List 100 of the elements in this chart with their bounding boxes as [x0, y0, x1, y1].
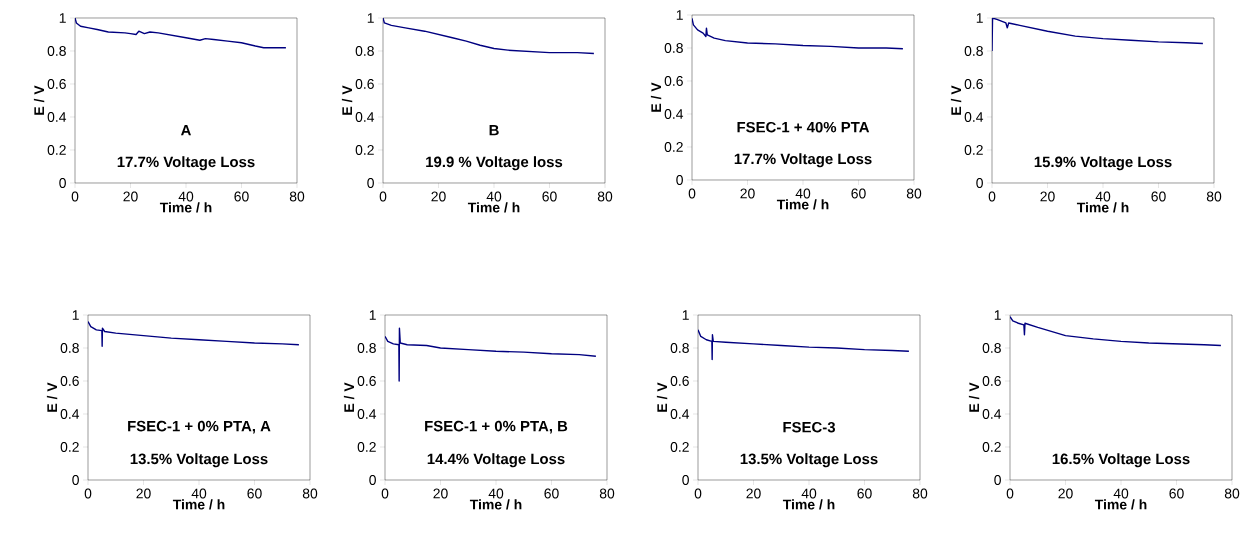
x-tick-label: 80: [599, 488, 615, 499]
y-tick-label: 0.4: [355, 112, 375, 122]
y-tick-label: 0: [59, 178, 66, 188]
y-axis-title: E / V: [656, 382, 668, 412]
y-tick-label: 1: [682, 310, 689, 320]
x-axis-title: Time / h: [159, 202, 212, 213]
y-axis-title: E / V: [650, 82, 662, 112]
y-tick-label: 0.8: [357, 343, 376, 353]
x-tick-label: 80: [289, 191, 305, 202]
y-tick-label: 0.2: [47, 145, 66, 155]
x-tick-label: 80: [302, 488, 318, 499]
y-tick-label: 0.6: [670, 376, 689, 386]
y-tick-label: 1: [976, 13, 983, 23]
x-axis-title: Time / h: [469, 499, 522, 510]
x-tick-label: 60: [857, 488, 872, 499]
y-tick-label: 0.2: [964, 145, 983, 155]
x-axis-title: Time / h: [776, 199, 829, 210]
y-tick-label: 0.8: [60, 343, 79, 353]
annotation: 14.4% Voltage Loss: [427, 453, 565, 468]
x-tick-label: 40: [801, 488, 817, 499]
x-tick-label: 80: [1224, 488, 1240, 499]
x-tick-label: 20: [123, 191, 138, 202]
y-axis-title: E / V: [950, 85, 962, 115]
x-tick-label: 20: [136, 488, 151, 499]
annotation: FSEC-1 + 0% PTA, A: [128, 420, 271, 434]
y-tick-label: 1: [369, 310, 376, 320]
y-tick-label: 0.2: [60, 442, 79, 452]
y-tick-label: 0: [72, 475, 79, 485]
x-tick-label: 60: [247, 488, 262, 499]
y-tick-label: 0.4: [357, 409, 377, 419]
x-tick-label: 20: [1058, 488, 1073, 499]
x-tick-label: 40: [1113, 488, 1129, 499]
x-tick-label: 20: [746, 488, 761, 499]
annotation: FSEC-3: [783, 421, 836, 433]
x-axis-title: Time / h: [1094, 499, 1147, 510]
x-tick-label: 40: [1095, 191, 1111, 202]
y-tick-label: 1: [994, 310, 1001, 320]
line-series: [88, 320, 300, 348]
x-tick-label: 0: [694, 488, 702, 499]
y-tick-label: 0.8: [47, 46, 66, 56]
y-axis-title: E / V: [46, 382, 58, 412]
y-tick-label: 0.8: [982, 343, 1001, 353]
y-tick-label: 0.6: [60, 376, 79, 386]
x-tick-label: 60: [851, 188, 866, 199]
y-tick-label: 0.4: [47, 112, 67, 122]
x-axis-title: Time / h: [782, 499, 835, 510]
x-axis-title: Time / h: [1076, 202, 1129, 213]
y-tick-label: 0: [369, 475, 376, 485]
y-axis-title: E / V: [341, 85, 353, 115]
annotation: 19.9 % Voltage loss: [426, 156, 563, 171]
y-tick-label: 0.4: [982, 409, 1002, 419]
y-tick-label: 0.8: [664, 43, 683, 53]
x-tick-label: 80: [912, 488, 928, 499]
x-tick-label: 40: [178, 191, 194, 202]
annotation: 16.5% Voltage Loss: [1052, 453, 1190, 468]
x-tick-label: 0: [379, 191, 387, 202]
y-axis-title: E / V: [343, 382, 355, 412]
x-axis-title: Time / h: [172, 499, 225, 510]
y-tick-label: 0.6: [964, 79, 983, 89]
x-tick-label: 20: [1040, 191, 1055, 202]
annotation: 15.9% Voltage Loss: [1034, 156, 1172, 171]
line-series: [698, 329, 910, 361]
x-tick-label: 60: [1151, 191, 1166, 202]
x-tick-label: 40: [795, 188, 811, 199]
y-tick-label: 0.2: [982, 442, 1001, 452]
y-tick-label: 0.4: [964, 112, 984, 122]
y-tick-label: 0.6: [357, 376, 376, 386]
x-tick-label: 0: [84, 488, 92, 499]
y-axis-title: E / V: [968, 382, 980, 412]
x-tick-label: 60: [1169, 488, 1184, 499]
x-tick-label: 0: [1006, 488, 1014, 499]
y-tick-label: 1: [72, 310, 79, 320]
x-tick-label: 40: [486, 191, 502, 202]
y-tick-label: 0.8: [355, 46, 374, 56]
x-tick-label: 40: [488, 488, 504, 499]
annotation: A: [180, 125, 191, 136]
y-tick-label: 0: [976, 178, 983, 188]
line-series: [992, 18, 1204, 52]
x-tick-label: 60: [234, 191, 249, 202]
line-series: [692, 17, 904, 50]
annotation: B: [489, 125, 499, 136]
y-tick-label: 0: [367, 178, 374, 188]
x-tick-label: 20: [740, 188, 755, 199]
annotation: 17.7% Voltage Loss: [117, 156, 255, 171]
y-tick-label: 0.4: [670, 409, 690, 419]
y-tick-label: 0: [994, 475, 1001, 485]
y-tick-label: 0.6: [355, 79, 374, 89]
y-tick-label: 0.4: [664, 109, 684, 119]
y-tick-label: 0: [676, 175, 683, 185]
y-tick-label: 0.6: [47, 79, 66, 89]
x-tick-label: 80: [1206, 191, 1222, 202]
x-tick-label: 20: [433, 488, 448, 499]
annotation: 13.5% Voltage Loss: [130, 453, 268, 468]
y-tick-label: 0.8: [670, 343, 689, 353]
y-tick-label: 0.2: [664, 142, 683, 152]
y-tick-label: 0.6: [982, 376, 1001, 386]
line-series: [385, 327, 597, 382]
y-tick-label: 1: [676, 10, 683, 20]
x-tick-label: 40: [191, 488, 207, 499]
y-axis-title: E / V: [33, 85, 45, 115]
